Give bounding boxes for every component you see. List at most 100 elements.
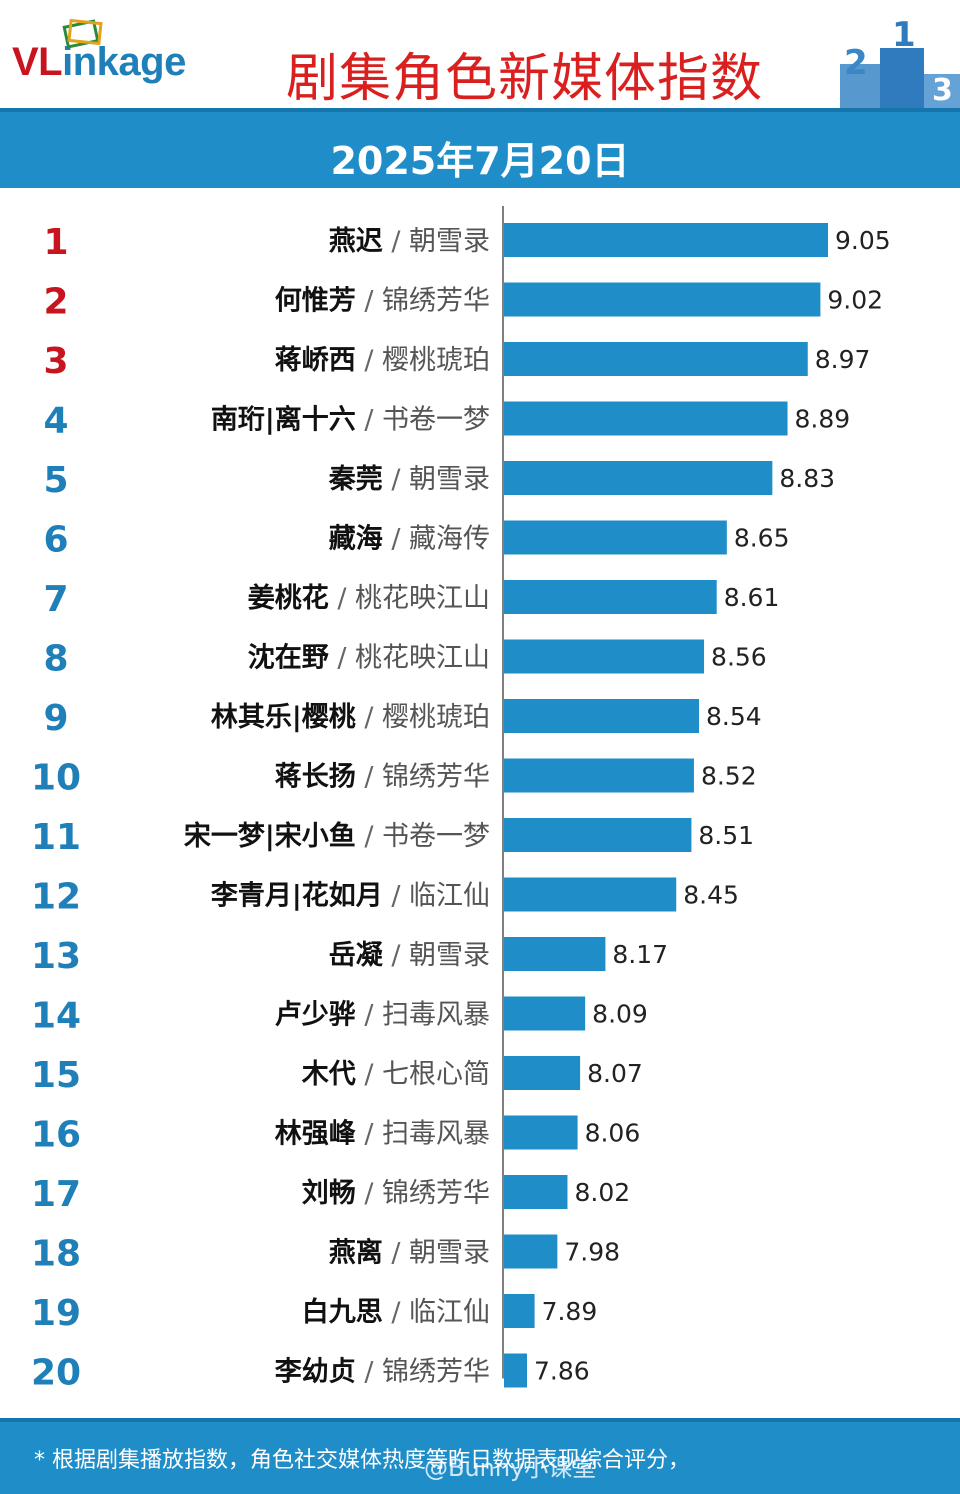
- bar: [504, 937, 606, 971]
- rank-number: 4: [43, 401, 68, 442]
- row-label: 木代 / 七根心简: [301, 1059, 490, 1090]
- value-label: 7.98: [564, 1238, 620, 1267]
- value-label: 8.09: [592, 1000, 648, 1029]
- row-label: 蒋长扬 / 锦绣芳华: [275, 762, 490, 793]
- drama-name: 临江仙: [409, 881, 490, 912]
- row-label: 岳凝 / 朝雪录: [329, 940, 490, 971]
- row-label: 何惟芳 / 锦绣芳华: [275, 286, 490, 317]
- bar: [504, 520, 727, 555]
- rank-number: 16: [31, 1115, 81, 1156]
- bar: [504, 282, 821, 317]
- rank-number: 11: [31, 817, 81, 858]
- footer: * 根据剧集播放指数，角色社交媒体热度等昨日数据表现综合评分，: [0, 1418, 960, 1494]
- label-separator: /: [383, 226, 409, 257]
- rank-number: 12: [31, 877, 81, 918]
- value-label: 8.89: [795, 405, 851, 434]
- rank-number: 1: [43, 222, 68, 263]
- drama-name: 锦绣芳华: [382, 1178, 490, 1209]
- role-name: 南珩|离十六: [211, 404, 356, 436]
- podium-icon: 2 1 3: [840, 15, 960, 108]
- label-separator: /: [383, 940, 409, 971]
- rank-number: 5: [43, 460, 68, 501]
- bar: [504, 699, 699, 733]
- rank-number: 3: [43, 341, 68, 382]
- row-label: 秦莞 / 朝雪录: [328, 464, 490, 495]
- role-name: 秦莞: [328, 464, 383, 495]
- row-label: 林强峰 / 扫毒风暴: [275, 1119, 490, 1150]
- value-label: 8.61: [724, 583, 780, 612]
- value-label: 9.02: [827, 286, 883, 315]
- rank-number: 19: [31, 1293, 81, 1334]
- bar: [504, 342, 808, 376]
- ranking-bar-chart: 1 燕迟 / 朝雪录 9.05 2 何惟芳 / 锦绣芳华 9.02 3 蒋峤西 / 樱桃琥珀 8…: [31, 206, 891, 1394]
- row-label: 白九思 / 临江仙: [302, 1296, 490, 1328]
- watermark: @Bunny小课堂: [424, 1454, 597, 1482]
- label-separator: /: [356, 405, 382, 436]
- drama-name: 书卷一梦: [382, 821, 490, 852]
- role-name: 林其乐|樱桃: [211, 702, 356, 733]
- bar: [504, 1294, 535, 1328]
- footnote: * 根据剧集播放指数，角色社交媒体热度等昨日数据表现综合评分，: [34, 1448, 690, 1473]
- value-label: 8.02: [574, 1178, 630, 1207]
- bar: [504, 1056, 581, 1090]
- role-name: 宋一梦|宋小鱼: [184, 821, 356, 852]
- label-separator: /: [356, 286, 382, 317]
- bar: [504, 1234, 558, 1269]
- logo-frames-icon: [62, 18, 103, 49]
- drama-name: 藏海传: [409, 524, 490, 555]
- label-separator: /: [356, 702, 382, 733]
- row-label: 藏海 / 藏海传: [329, 524, 490, 555]
- rank-number: 6: [43, 520, 68, 561]
- page-title: 剧集角色新媒体指数: [286, 49, 764, 109]
- value-label: 8.97: [815, 345, 871, 374]
- svg-text:2: 2: [844, 43, 868, 83]
- drama-name: 樱桃琥珀: [382, 702, 490, 733]
- brand-logo: VLinkage: [12, 40, 186, 84]
- drama-name: 桃花映江山: [355, 583, 490, 614]
- label-separator: /: [356, 1119, 382, 1150]
- value-label: 7.86: [534, 1357, 590, 1386]
- header: VLinkage 剧集角色新媒体指数 2 1 3: [0, 0, 960, 109]
- label-separator: /: [356, 1000, 382, 1031]
- value-label: 8.65: [734, 524, 790, 553]
- svg-text:1: 1: [892, 15, 916, 55]
- rank-number: 15: [31, 1055, 81, 1096]
- label-separator: /: [383, 1238, 409, 1269]
- rank-number: 13: [31, 936, 81, 977]
- role-name: 李幼贞: [274, 1357, 356, 1388]
- label-separator: /: [356, 762, 382, 793]
- drama-name: 七根心简: [382, 1059, 490, 1090]
- row-label: 姜桃花 / 桃花映江山: [248, 582, 490, 614]
- value-label: 8.07: [587, 1059, 643, 1088]
- label-separator: /: [383, 881, 409, 912]
- report-date: 2025年7月20日: [330, 139, 630, 183]
- bar: [504, 639, 705, 674]
- row-label: 李幼贞 / 锦绣芳华: [274, 1357, 490, 1388]
- bar: [504, 818, 692, 852]
- bar: [504, 580, 717, 614]
- bar: [504, 1353, 527, 1388]
- label-separator: /: [356, 821, 382, 852]
- role-name: 沈在野: [248, 643, 329, 674]
- rank-number: 7: [43, 579, 68, 620]
- bar: [504, 877, 677, 912]
- bar: [504, 996, 586, 1031]
- row-label: 燕离 / 朝雪录: [329, 1237, 490, 1269]
- rank-number: 17: [31, 1174, 81, 1215]
- role-name: 燕离: [329, 1237, 383, 1269]
- row-label: 林其乐|樱桃 / 樱桃琥珀: [211, 702, 490, 733]
- label-separator: /: [329, 643, 355, 674]
- row-label: 卢少骅 / 扫毒风暴: [275, 1000, 490, 1031]
- value-label: 8.83: [779, 464, 835, 493]
- drama-name: 临江仙: [409, 1297, 490, 1328]
- label-separator: /: [356, 1178, 382, 1209]
- drama-name: 朝雪录: [409, 464, 490, 495]
- value-label: 9.05: [835, 226, 891, 255]
- rank-number: 8: [43, 639, 68, 680]
- role-name: 蒋峤西: [275, 345, 356, 376]
- drama-name: 扫毒风暴: [382, 1119, 490, 1150]
- role-name: 木代: [301, 1059, 356, 1090]
- role-name: 刘畅: [302, 1178, 356, 1209]
- bar: [504, 223, 828, 257]
- role-name: 姜桃花: [248, 582, 329, 614]
